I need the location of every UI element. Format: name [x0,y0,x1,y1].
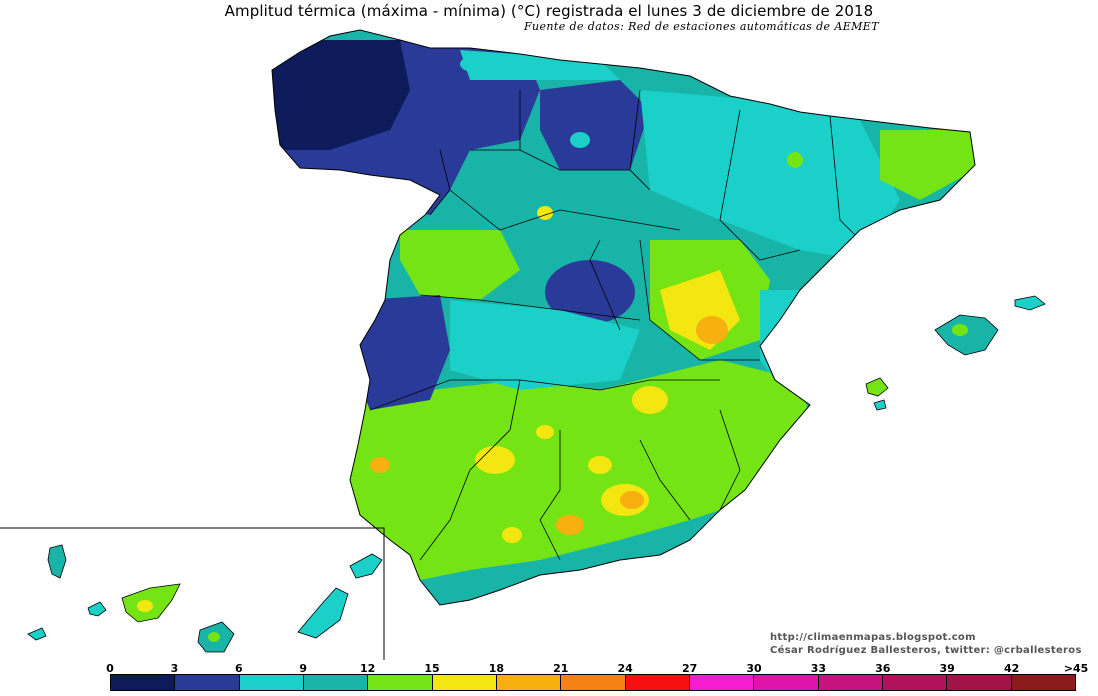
legend-swatch [496,675,562,690]
orange-spot-2 [556,515,584,535]
catalonia-green-zone [880,130,975,200]
mallorca-green-spot [952,324,968,336]
legend-tick-label: 12 [359,662,376,675]
map-subtitle: Fuente de datos: Red de estaciones autom… [524,20,879,33]
legend-tick-label: 15 [424,662,440,675]
yellow-spot-3 [632,386,668,414]
legend-tick-label: 42 [1003,662,1020,675]
legend-swatch [625,675,690,690]
el-hierro-island [27,627,47,641]
yellow-spot-5 [536,425,554,439]
lanzarote-island [349,553,383,579]
region-borders [369,89,861,561]
central-blue-blob [545,260,635,324]
legend-swatch [111,675,176,690]
orange-spot-3 [370,457,390,473]
legend-swatch [432,675,497,690]
legend-tick-label: 18 [488,662,505,675]
legend-swatch [303,675,369,690]
legend-tick-label: 36 [875,662,891,675]
extremadura-blue-zone [350,295,450,410]
legend-swatch [561,675,626,690]
cyan-spot-north [460,56,488,72]
legend-swatch [882,675,948,690]
levante-cyan-strip [760,290,800,380]
legend-tick-label: 33 [810,662,827,675]
cantabrian-coast-cyan [460,50,620,80]
gran-canaria-green-spot [208,632,220,642]
legend-tick-label: 39 [939,662,955,675]
credit-author: César Rodríguez Ballesteros, twitter: @c… [770,645,1082,656]
yellow-spot-2 [588,456,612,474]
cyan-spot-2 [570,132,590,148]
legend-swatch [754,675,819,690]
south-coast-teal-zone [420,510,720,605]
mainland-coastline [271,29,976,606]
castilla-green-west [400,230,520,300]
inset-frame [0,527,385,660]
legend-swatch [689,675,755,690]
legend-swatch [368,675,433,690]
mainland-spain [272,30,975,605]
ibiza-island [865,377,889,397]
legend-tick-label: 27 [681,662,698,675]
yellow-spot-1 [475,446,515,474]
balearic-islands [865,295,1046,411]
legend-tick-label: 6 [234,662,243,675]
legend-swatch [239,675,304,690]
map-title: Amplitud térmica (máxima - mínima) (°C) … [224,2,874,20]
galicia-deep-blue-zone [272,40,410,150]
legend-tick-label: 9 [299,662,308,675]
tenerife-yellow-spot [137,600,153,612]
legend-swatch [1011,675,1075,690]
la-palma-island [47,544,67,579]
yellow-spot-6 [502,527,522,543]
la-gomera-island [87,601,107,617]
legend-tick-label: 24 [617,662,633,675]
legend-swatch [818,675,883,690]
cantabria-blue-zone [540,80,650,170]
legend-tick-label: 30 [746,662,762,675]
legend-tick-label: >45 [1063,662,1089,675]
menorca-island [1014,295,1046,311]
central-cyan-zone [450,300,640,390]
green-spot-ne [787,152,803,168]
east-orange-spot [696,316,728,344]
legend-tick-label: 21 [553,662,569,675]
legend-tick-label: 0 [106,662,114,675]
credit-website: http://climaenmapas.blogspot.com [770,632,976,643]
northeast-cyan-zone [640,90,900,260]
legend-swatch [175,675,240,690]
color-legend-bar [110,674,1076,691]
legend-swatch [947,675,1012,690]
fuerteventura-island [297,587,349,639]
canary-islands-inset [0,527,385,660]
mallorca-island [934,314,999,356]
formentera-island [873,399,887,411]
orange-spot-1 [620,491,644,509]
legend-tick-labels: 0 3 6 9 12 15 18 21 24 27 30 33 36 39 42 >45 [0,662,1098,676]
legend-tick-label: 3 [170,662,179,675]
